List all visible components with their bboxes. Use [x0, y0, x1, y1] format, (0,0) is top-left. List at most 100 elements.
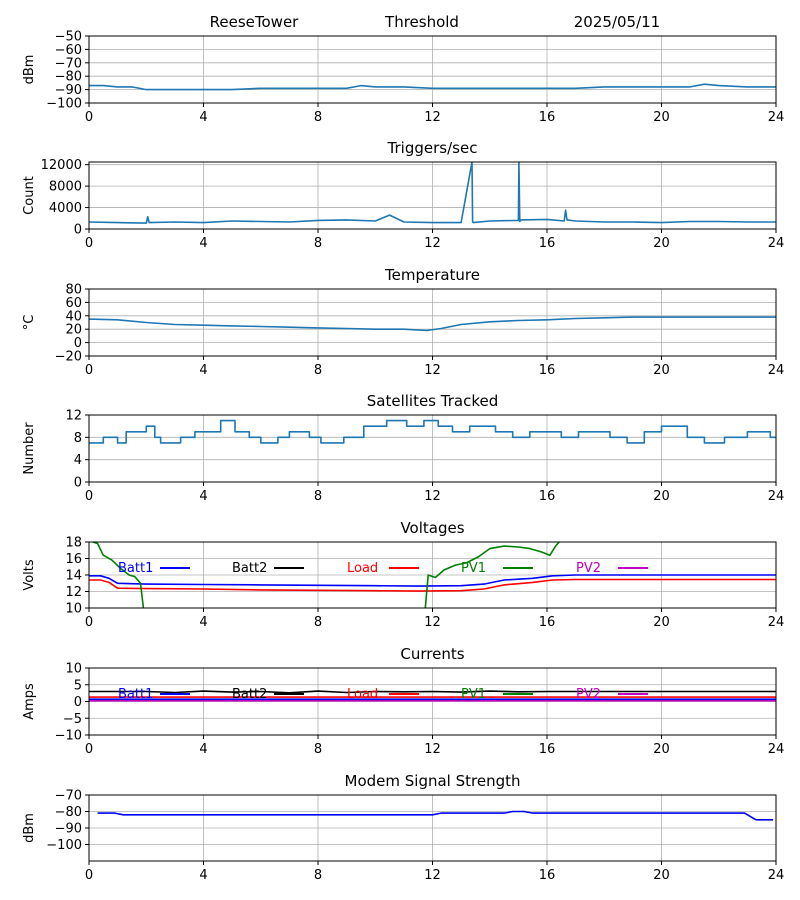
x-tick-label: 16: [539, 110, 556, 125]
x-tick-label: 16: [539, 489, 556, 504]
panel-satellites: 0 4 8 12 16 20 24 0 4 8 12 Satellites Tracked Number: [22, 392, 784, 504]
y-tick-label: 0: [74, 223, 82, 238]
y-tick-label: −10: [55, 729, 82, 744]
header-metric: Threshold: [384, 13, 459, 31]
x-tick-label: 4: [199, 489, 207, 504]
x-tick-label: 24: [768, 742, 785, 757]
y-tick-label: −20: [55, 350, 82, 365]
legend-label-batt1: Batt1: [118, 687, 153, 702]
series-line-modem: [97, 810, 774, 821]
y-tick-label: −100: [46, 97, 82, 112]
panel-title: Satellites Tracked: [367, 392, 498, 410]
x-tick-label: 4: [199, 868, 207, 883]
y-tick-label: 10: [65, 602, 82, 617]
y-tick-label: 12: [65, 585, 82, 600]
y-tick-label: −60: [55, 43, 82, 58]
x-tick-label: 24: [768, 236, 785, 251]
y-tick-label: 60: [65, 296, 82, 311]
legend-label-pv2: PV2: [576, 561, 601, 576]
y-tick-label: −5: [63, 712, 82, 727]
x-tick-label: 0: [85, 236, 93, 251]
x-tick-label: 24: [768, 489, 785, 504]
x-tick-label: 0: [85, 615, 93, 630]
x-tick-label: 20: [653, 742, 670, 757]
x-tick-label: 12: [424, 489, 441, 504]
y-tick-label: −80: [55, 805, 82, 820]
y-tick-label: 5: [74, 678, 82, 693]
x-tick-label: 16: [539, 742, 556, 757]
x-tick-label: 12: [424, 363, 441, 378]
x-tick-label: 20: [653, 615, 670, 630]
x-tick-label: 8: [314, 489, 322, 504]
x-tick-label: 20: [653, 363, 670, 378]
series-line-batt2: [89, 690, 776, 694]
x-tick-label: 0: [85, 363, 93, 378]
series-group: [89, 690, 776, 702]
x-tick-label: 20: [653, 868, 670, 883]
y-tick-label: −70: [55, 56, 82, 71]
y-axis-label: dBm: [22, 813, 37, 843]
x-tick-label: 8: [314, 363, 322, 378]
y-tick-label: 16: [65, 552, 82, 567]
y-tick-label: 8000: [49, 180, 82, 195]
series-line-pv1-1: [91, 542, 145, 608]
panel-title: Modem Signal Strength: [345, 772, 521, 790]
y-tick-label: 8: [74, 431, 82, 446]
x-tick-label: 16: [539, 236, 556, 251]
panel-title: Currents: [400, 645, 464, 663]
panel-threshold: 0 4 8 12 16 20 24 −50−60−70−80−90−100 dBm: [22, 30, 784, 126]
y-tick-label: 12: [65, 409, 82, 424]
x-tick-label: 12: [424, 110, 441, 125]
y-axis-label: dBm: [22, 55, 37, 85]
legend-label-pv1: PV1: [461, 561, 486, 576]
y-tick-label: 14: [65, 569, 82, 584]
y-tick-label: 80: [65, 283, 82, 298]
series-group: [89, 83, 776, 91]
series-line-load: [89, 578, 776, 592]
y-axis-label: Amps: [22, 683, 37, 720]
x-tick-label: 0: [85, 110, 93, 125]
x-tick-label: 8: [314, 110, 322, 125]
y-tick-label: −80: [55, 70, 82, 85]
x-tick-label: 16: [539, 868, 556, 883]
x-tick-label: 4: [199, 363, 207, 378]
panel-modem: 0 4 8 12 16 20 24 −70−80 −90−100 Modem Signal Str…: [22, 772, 784, 883]
series-group: [89, 162, 776, 224]
x-tick-label: 12: [424, 236, 441, 251]
y-tick-label: −100: [46, 838, 82, 853]
panel-triggers: 0 4 8 12 16 20 24 0 4000 8000 12000 Triggers/sec Cou…: [22, 139, 784, 251]
y-tick-label: 4000: [49, 201, 82, 216]
series-line-satellites: [89, 419, 776, 444]
x-tick-label: 0: [85, 868, 93, 883]
y-axis-label: Volts: [22, 559, 37, 591]
series-line-pv1-2: [424, 542, 561, 608]
x-tick-label: 20: [653, 110, 670, 125]
legend-label-batt2: Batt2: [232, 687, 267, 702]
x-tick-label: 24: [768, 363, 785, 378]
y-tick-label: 0: [74, 476, 82, 491]
x-tick-label: 16: [539, 363, 556, 378]
x-tick-label: 8: [314, 615, 322, 630]
x-tick-label: 24: [768, 868, 785, 883]
y-tick-label: −90: [55, 83, 82, 98]
y-axis-label: Number: [22, 422, 37, 475]
series-line-triggers: [89, 162, 776, 224]
y-tick-label: 20: [65, 323, 82, 338]
header-station: ReeseTower: [210, 13, 300, 31]
legend-label-batt2: Batt2: [232, 561, 267, 576]
series-line-batt1: [89, 574, 776, 587]
series-line-temperature: [89, 316, 776, 332]
x-tick-label: 12: [424, 868, 441, 883]
y-tick-label: −70: [55, 789, 82, 804]
y-tick-label: −50: [55, 30, 82, 45]
y-axis-label: Count: [22, 176, 37, 215]
x-tick-label: 24: [768, 615, 785, 630]
header-date: 2025/05/11: [574, 13, 660, 31]
y-tick-label: 0: [74, 695, 82, 710]
legend-label-load: Load: [347, 687, 378, 702]
